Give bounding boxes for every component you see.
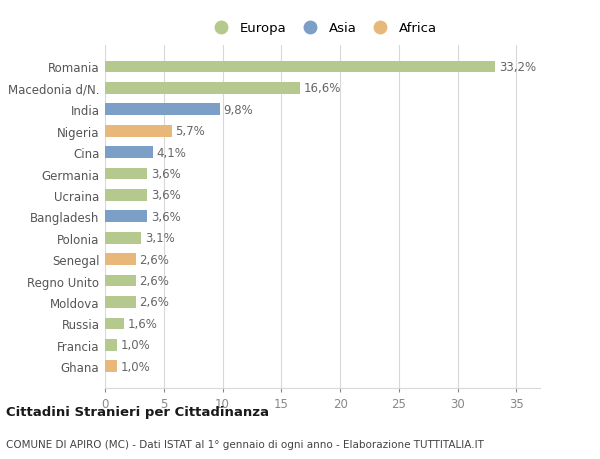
Text: 2,6%: 2,6% bbox=[139, 274, 169, 287]
Text: 3,6%: 3,6% bbox=[151, 210, 181, 224]
Text: COMUNE DI APIRO (MC) - Dati ISTAT al 1° gennaio di ogni anno - Elaborazione TUTT: COMUNE DI APIRO (MC) - Dati ISTAT al 1° … bbox=[6, 440, 484, 449]
Bar bbox=[105, 147, 153, 159]
Text: 1,0%: 1,0% bbox=[120, 339, 150, 352]
Text: Cittadini Stranieri per Cittadinanza: Cittadini Stranieri per Cittadinanza bbox=[6, 405, 269, 419]
Bar bbox=[105, 168, 148, 180]
Text: 16,6%: 16,6% bbox=[304, 82, 341, 95]
Bar bbox=[105, 232, 142, 244]
Bar bbox=[105, 211, 148, 223]
Text: 2,6%: 2,6% bbox=[139, 296, 169, 309]
Bar bbox=[105, 62, 496, 73]
Bar bbox=[105, 83, 300, 95]
Text: 33,2%: 33,2% bbox=[499, 61, 536, 74]
Text: 4,1%: 4,1% bbox=[157, 146, 187, 159]
Bar bbox=[105, 254, 136, 265]
Bar bbox=[105, 297, 136, 308]
Bar bbox=[105, 275, 136, 287]
Legend: Europa, Asia, Africa: Europa, Asia, Africa bbox=[204, 18, 441, 39]
Text: 9,8%: 9,8% bbox=[224, 104, 253, 117]
Bar bbox=[105, 318, 124, 330]
Bar bbox=[105, 104, 220, 116]
Bar bbox=[105, 361, 117, 372]
Text: 3,6%: 3,6% bbox=[151, 168, 181, 181]
Text: 5,7%: 5,7% bbox=[176, 125, 205, 138]
Bar bbox=[105, 339, 117, 351]
Text: 2,6%: 2,6% bbox=[139, 253, 169, 266]
Text: 3,1%: 3,1% bbox=[145, 232, 175, 245]
Bar bbox=[105, 126, 172, 137]
Text: 1,0%: 1,0% bbox=[120, 360, 150, 373]
Text: 3,6%: 3,6% bbox=[151, 189, 181, 202]
Bar bbox=[105, 190, 148, 202]
Text: 1,6%: 1,6% bbox=[127, 317, 157, 330]
